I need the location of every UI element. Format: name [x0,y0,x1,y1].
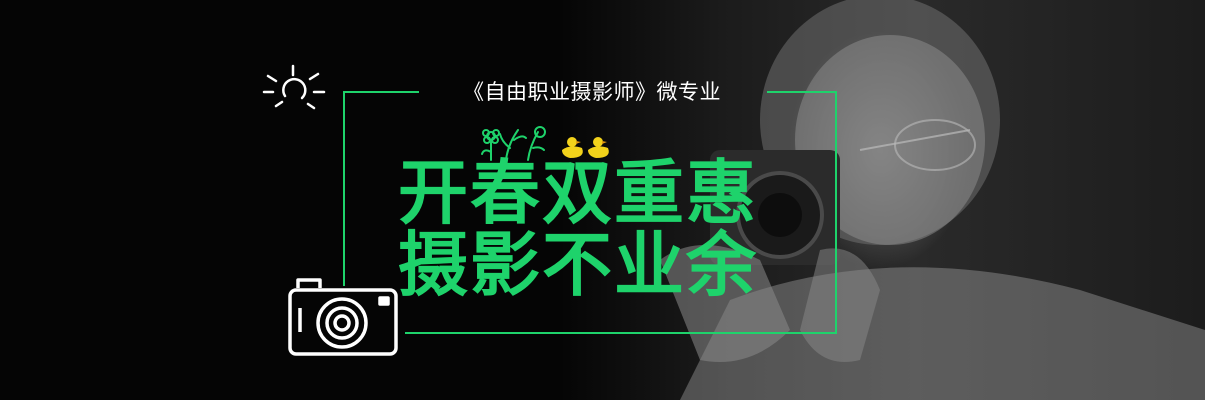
frame-border-right [835,91,837,334]
flower-icon [481,126,546,161]
frame-border-top-right [767,91,837,93]
headline-line-2: 摄影不业余 [398,224,758,306]
headline-line-1: 开春双重惠 [398,152,758,234]
duck-icon [562,137,609,158]
frame-border-left [343,91,345,286]
sun-icon [262,64,326,110]
camera-icon [288,278,398,356]
banner-subtitle: 《自由职业摄影师》微专业 [463,80,721,104]
frame-border-bottom [405,332,837,334]
frame-border-top-left [343,91,419,93]
